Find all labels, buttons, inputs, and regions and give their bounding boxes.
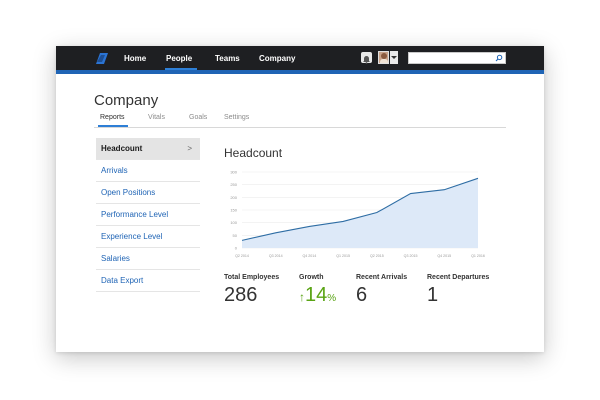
y-tick-label: 0 bbox=[235, 246, 238, 251]
sidebar-item-label: Arrivals bbox=[101, 166, 128, 175]
search-box bbox=[408, 52, 506, 64]
x-tick-label: Q3 2015 bbox=[404, 254, 418, 258]
sidebar-item-open-positions[interactable]: Open Positions bbox=[96, 182, 200, 204]
user-menu-toggle[interactable] bbox=[390, 51, 398, 64]
y-tick-label: 150 bbox=[230, 208, 237, 213]
tab-goals[interactable]: Goals bbox=[189, 114, 208, 121]
x-tick-label: Q2 2015 bbox=[370, 254, 384, 258]
stat-label: Growth bbox=[299, 274, 324, 281]
stat-label: Recent Departures bbox=[427, 274, 490, 281]
x-tick-label: Q2 2014 bbox=[235, 254, 249, 258]
stat-label: Recent Arrivals bbox=[356, 274, 408, 281]
user-avatar[interactable] bbox=[378, 51, 389, 64]
sidebar-item-label: Performance Level bbox=[101, 210, 169, 219]
stat-value: 6 bbox=[356, 284, 368, 306]
sidebar-item-experience-level[interactable]: Experience Level bbox=[96, 226, 200, 248]
stat-label: Total Employees bbox=[224, 274, 280, 281]
stat-value: 1 bbox=[427, 284, 439, 306]
tab-reports[interactable]: Reports bbox=[100, 114, 125, 121]
tab-active-indicator bbox=[98, 125, 128, 127]
stat-value: 286 bbox=[224, 284, 258, 306]
growth-number: 14 bbox=[305, 284, 328, 306]
sidebar-item-headcount[interactable]: Headcount > bbox=[96, 138, 200, 160]
page-title: Company bbox=[94, 92, 159, 109]
notifications-button[interactable] bbox=[361, 52, 372, 64]
chevron-right-icon: > bbox=[187, 144, 192, 153]
nav-people[interactable]: People bbox=[166, 54, 193, 63]
headcount-area bbox=[242, 178, 478, 248]
stat-growth: Growth ↑14% bbox=[299, 274, 336, 307]
stat-total-employees: Total Employees 286 bbox=[224, 274, 279, 307]
x-tick-label: Q4 2015 bbox=[437, 254, 451, 258]
stat-recent-arrivals: Recent Arrivals 6 bbox=[356, 274, 407, 307]
sidebar-item-label: Headcount bbox=[101, 144, 143, 153]
sidebar-item-salaries[interactable]: Salaries bbox=[96, 248, 200, 270]
arrow-up-icon: ↑ bbox=[299, 290, 305, 304]
search-input[interactable] bbox=[409, 53, 493, 63]
y-tick-label: 250 bbox=[230, 182, 237, 187]
avatar-body-shape bbox=[380, 59, 388, 63]
tab-settings[interactable]: Settings bbox=[224, 114, 250, 121]
chevron-down-icon bbox=[391, 56, 397, 59]
sidebar-item-label: Data Export bbox=[101, 276, 144, 285]
y-tick-label: 300 bbox=[230, 170, 237, 175]
nav-home[interactable]: Home bbox=[124, 54, 147, 63]
sidebar-item-label: Open Positions bbox=[101, 188, 156, 197]
sidebar-item-data-export[interactable]: Data Export bbox=[96, 270, 200, 292]
stat-recent-departures: Recent Departures 1 bbox=[427, 274, 489, 307]
nav-company[interactable]: Company bbox=[259, 54, 296, 63]
sidebar-item-label: Salaries bbox=[101, 254, 130, 263]
nav-active-indicator bbox=[165, 68, 197, 70]
x-tick-label: Q1 2016 bbox=[471, 254, 485, 258]
x-tick-label: Q1 2015 bbox=[336, 254, 350, 258]
sidebar-item-performance-level[interactable]: Performance Level bbox=[96, 204, 200, 226]
stat-value: ↑14% bbox=[299, 284, 336, 307]
nav-teams[interactable]: Teams bbox=[215, 54, 240, 63]
subtab-bar: Reports Vitals Goals Settings bbox=[94, 114, 506, 128]
sidebar-item-label: Experience Level bbox=[101, 232, 163, 241]
headcount-chart: 0 50 100 150 200 250 300 Q2 2014 Q3 2014 Q4 2014 Q… bbox=[230, 170, 485, 259]
y-tick-label: 50 bbox=[233, 233, 238, 238]
app-window: Home People Teams Company bbox=[56, 46, 544, 352]
sidebar-item-arrivals[interactable]: Arrivals bbox=[96, 160, 200, 182]
topbar-accent-stripe bbox=[56, 70, 544, 74]
growth-unit: % bbox=[327, 293, 337, 304]
chart-title: Headcount bbox=[224, 146, 283, 160]
headcount-line bbox=[241, 177, 479, 241]
bell-icon bbox=[363, 56, 370, 64]
y-tick-label: 100 bbox=[230, 220, 237, 225]
avatar-head-shape bbox=[381, 53, 387, 59]
y-tick-label: 200 bbox=[230, 195, 237, 200]
search-icon[interactable] bbox=[495, 54, 503, 62]
top-navbar: Home People Teams Company bbox=[56, 46, 544, 70]
x-tick-label: Q3 2014 bbox=[269, 254, 283, 258]
tab-vitals[interactable]: Vitals bbox=[148, 114, 165, 121]
company-logo-icon[interactable] bbox=[94, 51, 110, 66]
x-tick-label: Q4 2014 bbox=[303, 254, 317, 258]
